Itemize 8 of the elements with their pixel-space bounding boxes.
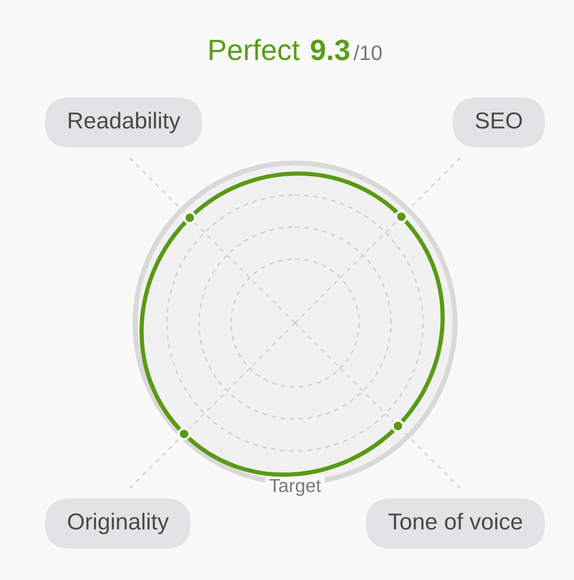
spoke-label: SEO [476,112,522,129]
spoke-label: Originality [68,512,169,534]
spoke-label: Readability [68,112,180,134]
chart-title: Perfect [210,38,300,60]
text: Target [269,479,321,496]
spoke-label: Tone of voice [388,512,522,530]
text: /10 [354,44,382,60]
text: 9.3 [310,40,350,60]
